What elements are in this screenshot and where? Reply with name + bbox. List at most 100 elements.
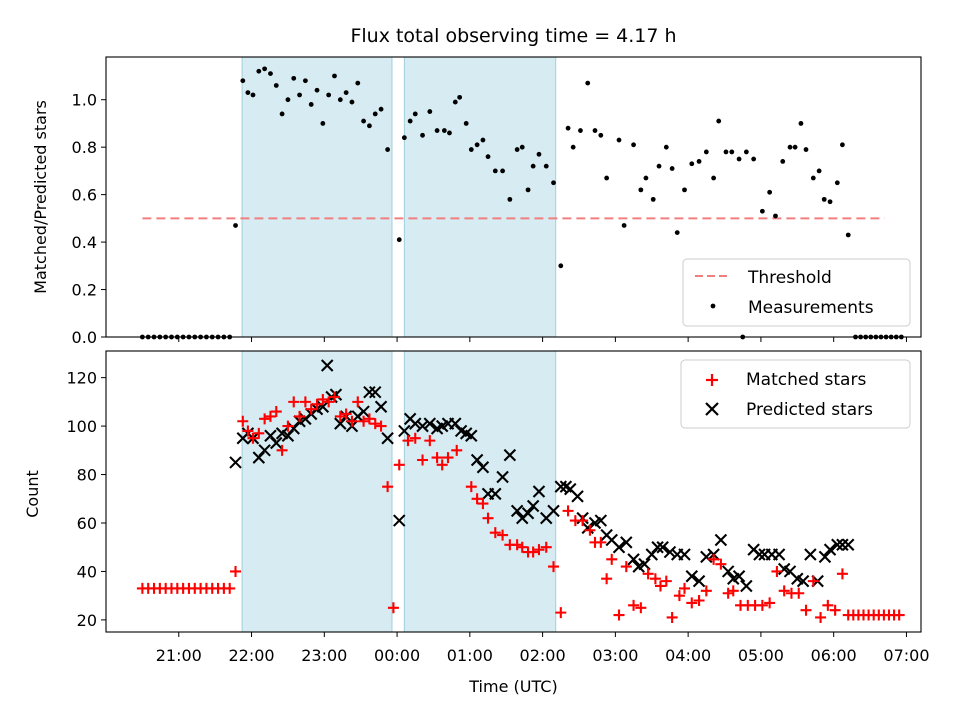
predicted-star-marker: [503, 448, 517, 462]
measurement-point: [514, 147, 520, 152]
matched-star-marker: [836, 568, 848, 580]
x-tick-label: 06:00: [811, 646, 857, 665]
matched-star-marker: [800, 604, 812, 616]
matched-star-marker: [323, 396, 335, 408]
predicted-star-marker: [368, 385, 382, 399]
matched-star-marker: [358, 415, 370, 427]
predicted-stars-legend-swatch: [705, 402, 719, 416]
observing-window: [241, 56, 393, 338]
measurement-point: [604, 175, 610, 181]
bottom-plot-frame: [105, 350, 922, 633]
y-tick-label: 0.8: [72, 138, 97, 157]
measurement-point: [656, 163, 662, 169]
top-y-axis-label: Matched/Predicted stars: [31, 100, 50, 294]
y-tick-label: 40: [77, 562, 97, 581]
matched-star-marker: [722, 587, 734, 599]
predicted-star-marker: [620, 536, 633, 549]
measurement-point: [638, 187, 644, 193]
predicted-star-marker: [796, 574, 810, 588]
matched-star-marker: [369, 418, 381, 430]
measurement-point: [314, 87, 320, 93]
measurement-point: [674, 230, 680, 235]
measurement-point: [427, 109, 433, 114]
measurement-point: [492, 168, 498, 174]
matched-star-marker: [482, 512, 494, 524]
matched-star-marker: [673, 590, 685, 602]
measurement-point: [320, 121, 326, 126]
y-tick-label: 0.0: [72, 328, 97, 347]
bottom-y-axis-label: Count: [23, 470, 42, 518]
x-tick-label: 04:00: [665, 646, 711, 665]
matched-star-marker: [533, 544, 545, 556]
measurement-point: [519, 144, 525, 150]
matched-star-marker: [259, 413, 271, 425]
measurement-point: [308, 102, 314, 107]
predicted-star-marker: [416, 419, 429, 433]
predicted-star-marker: [496, 470, 509, 484]
matched-star-marker: [715, 558, 727, 570]
observing-window: [403, 56, 557, 338]
measurement-point: [250, 92, 256, 98]
matched-star-marker: [340, 408, 352, 420]
measurement-point: [343, 90, 349, 95]
matched-star-marker: [793, 587, 805, 599]
matched-star-marker: [387, 602, 399, 614]
matched-star-marker: [431, 452, 443, 464]
matched-star-marker: [595, 536, 607, 548]
y-tick-label: 1.0: [72, 91, 97, 110]
measurement-point: [500, 168, 505, 174]
predicted-star-marker: [740, 579, 753, 593]
measurement-point: [810, 175, 816, 181]
predicted-star-marker: [772, 548, 786, 561]
measurement-point: [696, 159, 702, 164]
predicted-star-marker: [571, 490, 584, 503]
measurement-point: [262, 66, 268, 72]
x-tick-label: 23:00: [301, 646, 347, 665]
x-tick-label: 01:00: [447, 646, 493, 665]
matched-star-marker: [489, 527, 501, 539]
matched-star-marker: [442, 452, 454, 464]
predicted-star-marker: [521, 507, 535, 520]
measurement-point: [378, 106, 384, 112]
measurement-point: [616, 137, 622, 143]
measurement-point: [631, 142, 636, 148]
bottom-panel: Count Time (UTC) 20 40 60 80 100 120 21:00 22:…: [23, 350, 930, 696]
y-tick-label: 0.4: [72, 233, 97, 252]
matched-star-marker: [727, 585, 739, 597]
x-tick-label: 05:00: [738, 646, 784, 665]
measurement-point: [551, 180, 556, 186]
measurement-point: [447, 130, 452, 136]
predicted-star-marker: [831, 538, 844, 552]
measurement-point: [279, 111, 285, 117]
measurement-point: [816, 168, 822, 174]
matched-star-marker: [346, 415, 358, 427]
matched-star-marker: [527, 546, 539, 558]
measurement-point: [245, 90, 251, 95]
measurement-point: [441, 128, 447, 133]
measurement-point: [326, 92, 332, 98]
matched-star-marker: [471, 493, 483, 505]
matched-star-marker: [601, 573, 613, 585]
predicted-star-marker: [581, 521, 594, 535]
measurement-point: [751, 156, 757, 162]
matched-star-marker: [393, 459, 405, 471]
measurement-point: [773, 213, 778, 219]
matched-star-marker: [613, 609, 625, 621]
measurement-point: [302, 78, 308, 84]
measurement-point: [669, 166, 675, 171]
measurement-point: [372, 111, 378, 117]
measurement-point: [273, 83, 279, 88]
measurement-point: [485, 154, 491, 160]
matched-star-marker: [764, 597, 776, 609]
matched-star-marker: [465, 481, 477, 493]
matched-star-marker: [230, 565, 242, 577]
matched-stars-series: [136, 391, 905, 623]
matched-star-marker: [562, 505, 574, 517]
predicted-star-marker: [270, 436, 283, 450]
observing-window: [241, 350, 393, 633]
measurement-point: [480, 137, 486, 143]
predicted-star-marker: [721, 565, 735, 578]
measurement-point: [792, 144, 798, 150]
y-tick-label: 100: [66, 417, 97, 436]
